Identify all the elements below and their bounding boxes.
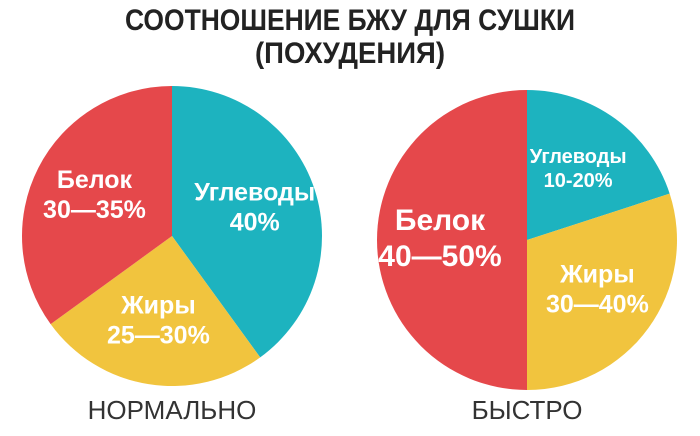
slice-value: 40—50%	[378, 240, 501, 273]
pie-slice	[22, 85, 172, 325]
pie-slice	[377, 90, 527, 390]
slice-name: Углеводы	[530, 146, 627, 168]
slice-name: Углеводы	[194, 179, 315, 207]
slice-name: Белок	[57, 166, 133, 194]
slice-value: 30—35%	[43, 196, 146, 224]
pie-slice	[172, 86, 322, 358]
pie-slice	[50, 236, 261, 386]
pie-slice	[527, 193, 677, 390]
pie-slice	[527, 90, 670, 240]
slice-value: 30—40%	[546, 291, 649, 319]
slice-value: 40%	[230, 209, 280, 237]
slice-name: Жиры	[120, 292, 196, 320]
pie-caption: НОРМАЛЬНО	[88, 395, 257, 425]
slice-value: 25—30%	[107, 322, 210, 350]
pie-caption: БЫСТРО	[472, 395, 583, 425]
slice-name: Жиры	[559, 261, 635, 289]
slice-name: Белок	[395, 204, 486, 237]
slice-value: 10-20%	[544, 170, 613, 192]
title-line: (ПОХУДЕНИЯ)	[255, 37, 445, 70]
title-line: СООТНОШЕНИЕ БЖУ ДЛЯ СУШКИ	[125, 4, 575, 37]
